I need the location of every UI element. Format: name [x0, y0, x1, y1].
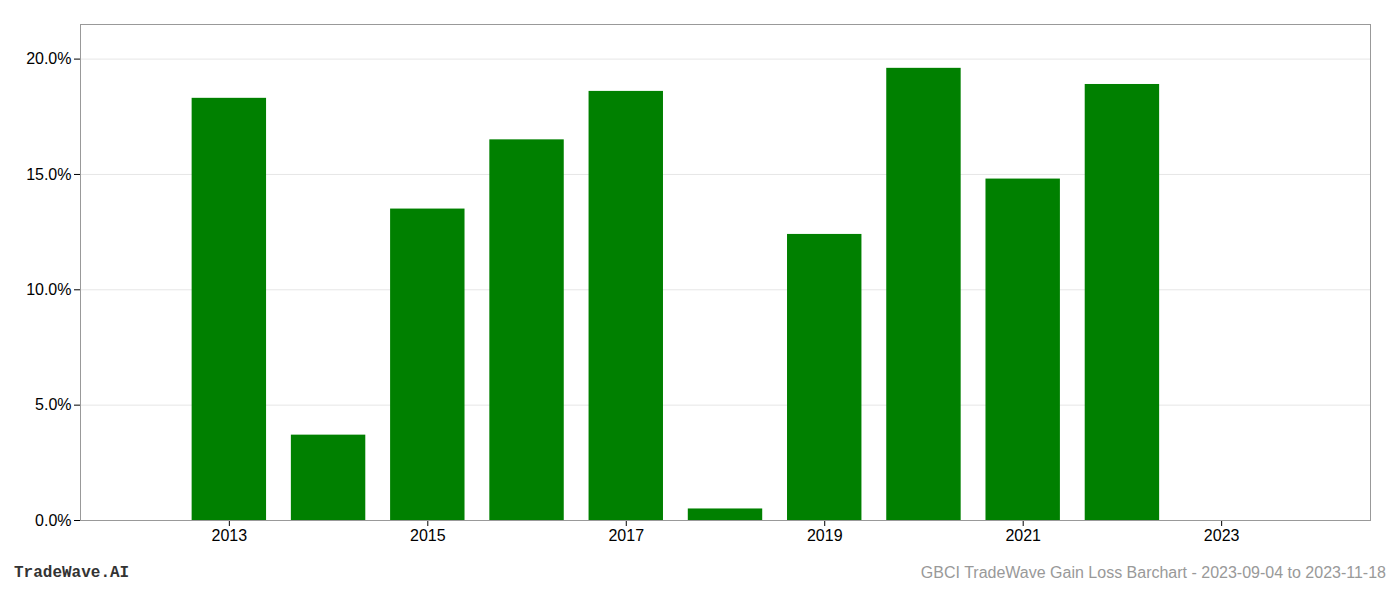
svg-text:2015: 2015 — [410, 527, 446, 544]
svg-text:2013: 2013 — [212, 527, 248, 544]
html-text:TradeWave.AI: TradeWave.AI — [14, 564, 130, 582]
html-text:GBCI TradeWave Gain Loss Barch: GBCI TradeWave Gain Loss Barchart - 2023… — [920, 564, 1386, 581]
svg-text:2021: 2021 — [1005, 527, 1041, 544]
svg-text:20.0%: 20.0% — [26, 50, 71, 67]
svg-text:5.0%: 5.0% — [35, 396, 71, 413]
svg-text:0.0%: 0.0% — [35, 512, 71, 529]
svg-text:2019: 2019 — [807, 527, 843, 544]
svg-text:2023: 2023 — [1204, 527, 1240, 544]
svg-text:10.0%: 10.0% — [26, 281, 71, 298]
svg-text:15.0%: 15.0% — [26, 166, 71, 183]
svg-text:2017: 2017 — [608, 527, 644, 544]
